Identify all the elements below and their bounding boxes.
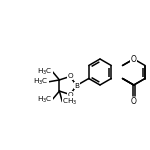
Text: O: O [67, 92, 73, 98]
Text: B: B [74, 82, 79, 88]
Text: H$_3$C: H$_3$C [33, 77, 49, 87]
Text: O: O [131, 98, 137, 106]
Text: O: O [131, 54, 137, 63]
Text: H$_3$C: H$_3$C [37, 94, 52, 105]
Text: H$_3$C: H$_3$C [37, 66, 52, 77]
Text: O: O [67, 74, 73, 80]
Text: CH$_3$: CH$_3$ [62, 97, 78, 107]
